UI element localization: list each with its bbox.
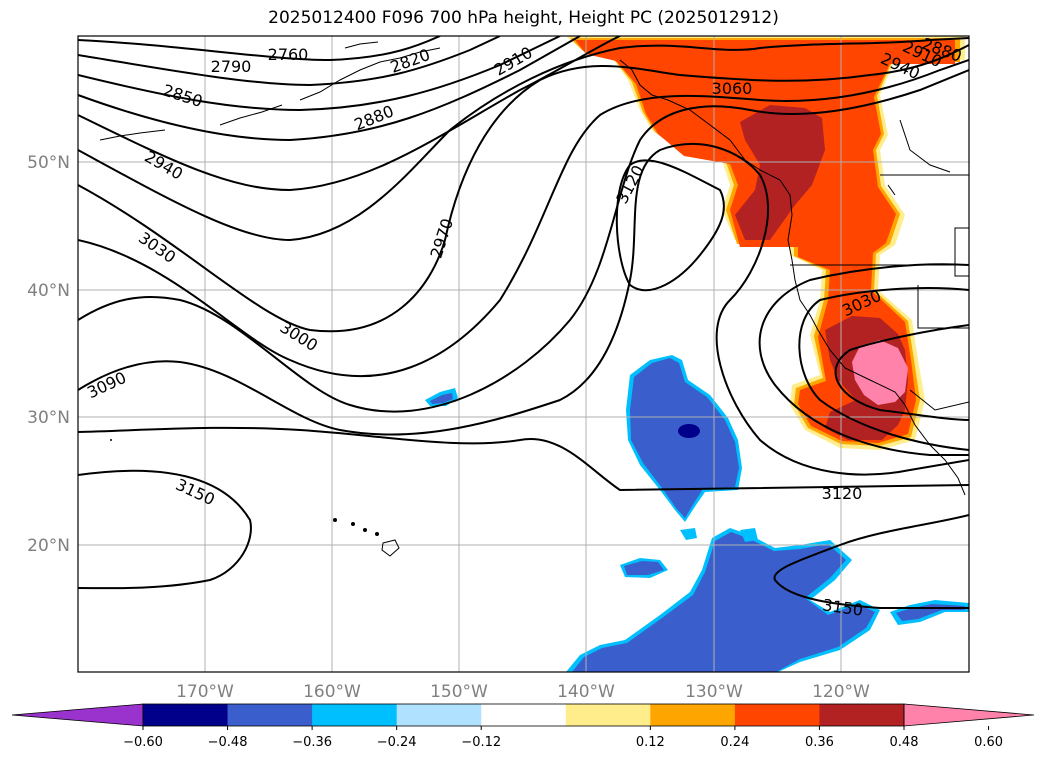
colorbar-cell <box>734 704 820 726</box>
lat-label: 40°N <box>27 281 70 301</box>
lon-label: 140°W <box>557 682 615 702</box>
contour-label: 2970 <box>426 216 457 261</box>
colorbar-cell <box>481 704 567 726</box>
lon-label: 120°W <box>812 682 870 702</box>
map-frame <box>77 35 970 673</box>
colorbar-cell <box>650 704 736 726</box>
contour-label: 2820 <box>388 45 433 77</box>
colorbar-tick-label: 0.36 <box>805 735 834 750</box>
contour-label: 3120 <box>822 484 863 503</box>
colorbar-cell <box>143 704 229 726</box>
lon-label: 150°W <box>430 682 488 702</box>
coastlines <box>99 41 969 496</box>
colorbar-extend-high <box>903 703 1035 727</box>
negative-anomaly-region <box>425 355 969 672</box>
islands <box>110 439 400 557</box>
colorbar-extend-low <box>11 703 144 727</box>
colorbar-tick-label: −0.24 <box>377 735 417 750</box>
graticule <box>78 36 969 672</box>
colorbar-tick-label: −0.36 <box>292 735 332 750</box>
map-title: 2025012400 F096 700 hPa height, Height P… <box>268 8 779 28</box>
contour-label: 3090 <box>84 368 129 402</box>
colorbar-tick-label: 0.12 <box>636 735 665 750</box>
colorbar-tick-label: −0.48 <box>208 735 248 750</box>
map-area: 2760 2790 2820 2850 2880 2910 2940 3030 … <box>78 36 969 672</box>
contour-label: 2790 <box>211 57 252 76</box>
lat-label: 20°N <box>27 536 70 556</box>
contour-label: 3060 <box>712 79 753 98</box>
colorbar-tick-label: −0.60 <box>123 735 163 750</box>
contour-label: 2760 <box>268 45 309 64</box>
contour-label: 2940 <box>141 147 186 184</box>
contour-label: 2850 <box>160 80 205 111</box>
colorbar-tick-label: 0.48 <box>890 735 919 750</box>
colorbar-cell <box>312 704 398 726</box>
contour-label: 3000 <box>277 317 322 355</box>
colorbar-tick-label: 0.60 <box>974 735 1003 750</box>
colorbar-cell <box>819 704 905 726</box>
positive-anomaly-region <box>566 36 965 450</box>
lon-label: 160°W <box>303 682 361 702</box>
longitude-labels: 170°W 160°W 150°W 140°W 130°W 120°W <box>176 682 870 702</box>
lon-label: 170°W <box>176 682 234 702</box>
lat-label: 50°N <box>27 153 70 173</box>
height-contours <box>78 36 969 609</box>
colorbar: −0.60 −0.48 −0.36 −0.24 −0.12 0.12 0.24 0.36 0.4… <box>11 703 1035 750</box>
lon-label: 130°W <box>685 682 743 702</box>
colorbar-cell <box>396 704 482 726</box>
contour-label: 3120 <box>612 162 648 207</box>
colorbar-border <box>142 703 905 727</box>
latitude-labels: 50°N 40°N 30°N 20°N <box>27 153 70 556</box>
colorbar-cell <box>227 704 313 726</box>
colorbar-tick-label: 0.24 <box>720 735 749 750</box>
colorbar-cell <box>565 704 651 726</box>
colorbar-tick-label: −0.12 <box>461 735 501 750</box>
lat-label: 30°N <box>27 408 70 428</box>
